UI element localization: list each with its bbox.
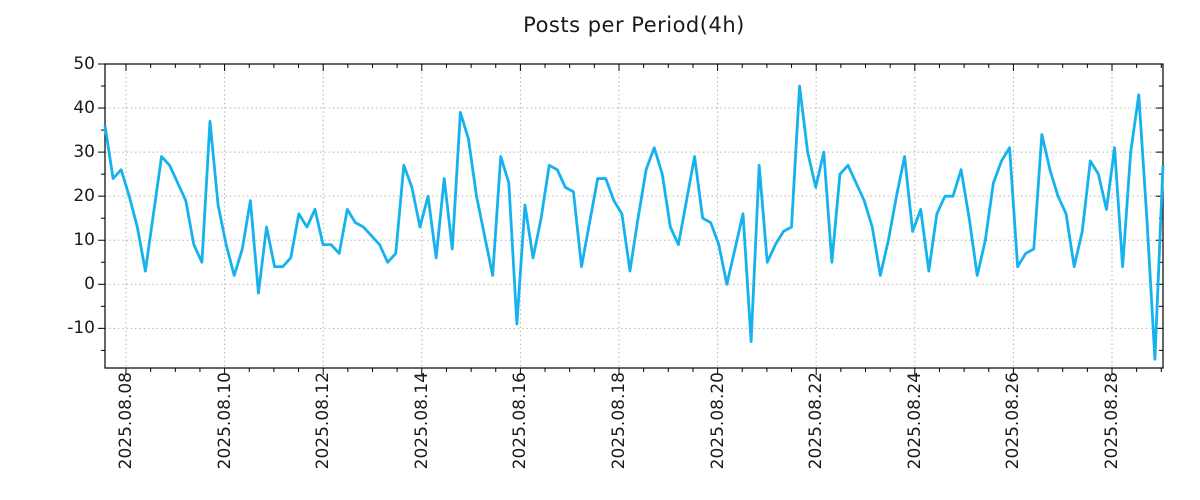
x-tick-label: 2025.08.08 (116, 372, 136, 470)
x-tick-label: 2025.08.26 (1003, 372, 1024, 470)
y-tick-label: 30 (73, 142, 95, 163)
y-tick-label: 50 (73, 54, 95, 74)
x-tick-label: 2025.08.18 (609, 372, 629, 470)
x-tick-label: 2025.08.16 (510, 372, 531, 470)
x-tick-label: 2025.08.10 (214, 372, 235, 470)
y-tick-label: 40 (73, 98, 95, 119)
x-tick-label: 2025.08.22 (806, 372, 827, 470)
plot-frame (104, 63, 1164, 369)
y-tick-label: 20 (73, 186, 95, 207)
x-tick-label: 2025.08.12 (313, 372, 334, 470)
x-tick-label: 2025.08.28 (1102, 372, 1122, 470)
data-line (103, 84, 1165, 361)
x-tick-label: 2025.08.24 (904, 372, 925, 470)
x-tick-label: 2025.08.20 (707, 372, 728, 470)
y-tick-label: 0 (84, 274, 95, 295)
x-tick-label: 2025.08.14 (411, 372, 432, 470)
y-tick-label: 10 (73, 230, 95, 251)
chart-title: Posts per Period(4h) (523, 13, 745, 37)
y-tick-label: -10 (67, 318, 95, 339)
